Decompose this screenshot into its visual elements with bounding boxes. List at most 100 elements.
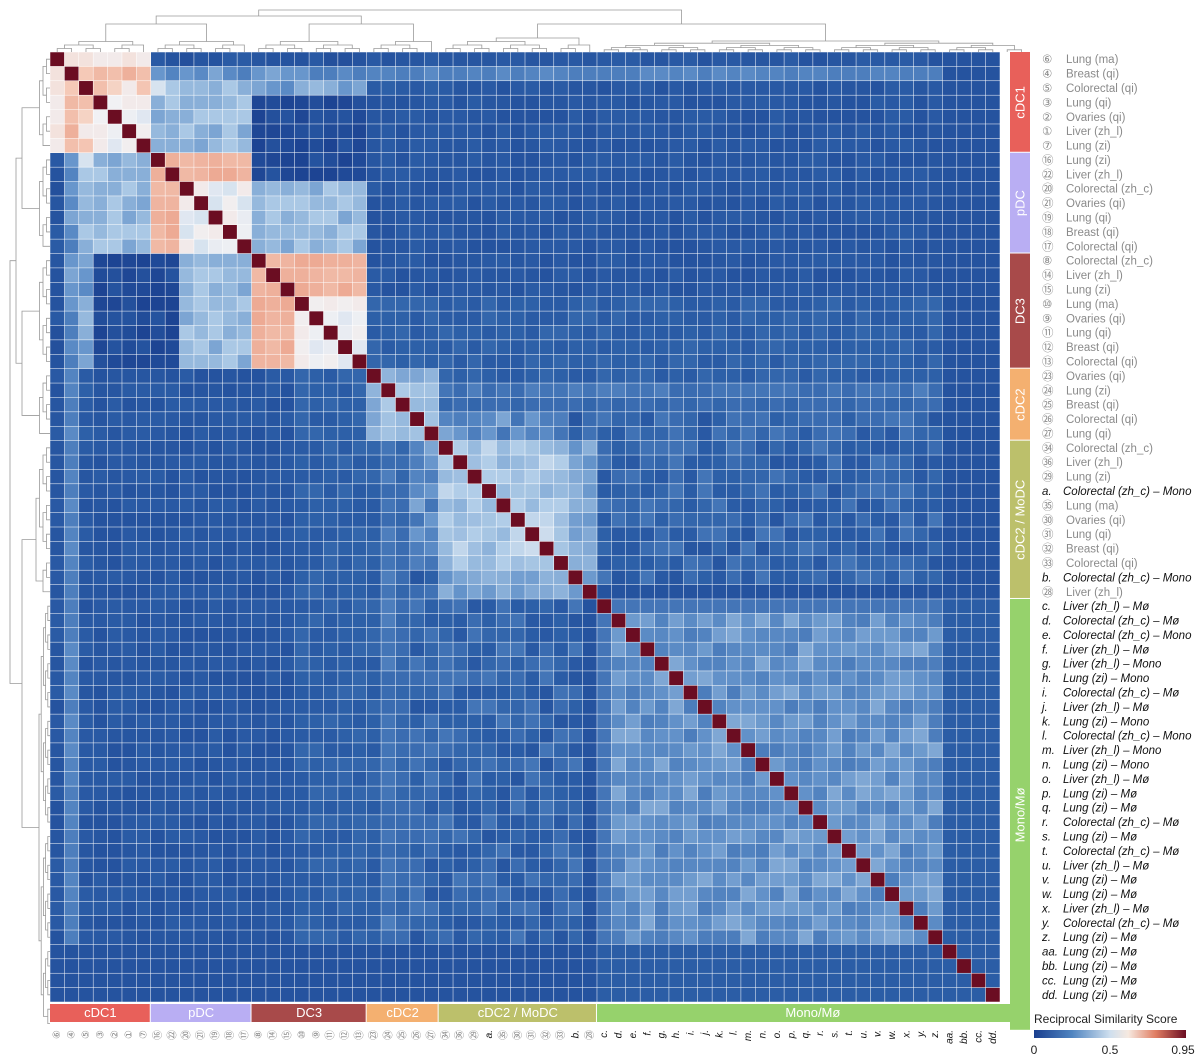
heatmap-cell bbox=[942, 282, 957, 297]
heatmap-cell bbox=[899, 469, 914, 484]
heatmap-cell bbox=[323, 383, 338, 398]
heatmap-cell bbox=[985, 52, 1000, 67]
heatmap-cell bbox=[323, 743, 338, 758]
heatmap-cell bbox=[496, 613, 511, 628]
heatmap-cell bbox=[554, 66, 568, 81]
heatmap-cell bbox=[338, 153, 353, 167]
heatmap-cell bbox=[237, 584, 252, 599]
heatmap-cell bbox=[726, 95, 741, 110]
heatmap-cell bbox=[726, 829, 741, 844]
heatmap-cell bbox=[165, 642, 180, 657]
heatmap-cell bbox=[496, 570, 511, 585]
heatmap-cell bbox=[985, 296, 1000, 311]
heatmap-cell bbox=[107, 440, 122, 455]
heatmap-cell bbox=[79, 613, 93, 628]
heatmap-cell bbox=[79, 901, 93, 916]
heatmap-cell bbox=[309, 959, 324, 973]
heatmap-cell bbox=[79, 311, 93, 326]
heatmap-cell bbox=[93, 340, 108, 355]
heatmap-cell bbox=[640, 325, 655, 340]
heatmap-cell bbox=[179, 570, 194, 585]
heatmap-cell bbox=[222, 872, 237, 887]
heatmap-cell bbox=[985, 340, 1000, 355]
heatmap-cell bbox=[50, 368, 65, 383]
heatmap-cell bbox=[352, 325, 367, 340]
heatmap-cell bbox=[64, 469, 79, 484]
heatmap-cell bbox=[395, 340, 410, 355]
heatmap-cell bbox=[870, 757, 885, 772]
heatmap-cell bbox=[985, 743, 1000, 758]
heatmap-cell bbox=[237, 95, 252, 110]
heatmap-cell bbox=[309, 699, 324, 714]
heatmap-cell bbox=[913, 52, 928, 67]
heatmap-cell bbox=[640, 167, 655, 182]
heatmap-cell bbox=[381, 239, 396, 254]
heatmap-cell bbox=[697, 671, 712, 686]
heatmap-cell bbox=[194, 642, 209, 657]
heatmap-cell bbox=[410, 296, 424, 311]
heatmap-cell bbox=[669, 671, 684, 686]
heatmap-cell bbox=[50, 239, 65, 254]
heatmap-cell bbox=[899, 109, 914, 124]
heatmap-cell bbox=[323, 455, 338, 470]
heatmap-cell bbox=[93, 124, 108, 139]
heatmap-cell bbox=[697, 81, 712, 95]
row-id: ① bbox=[1042, 126, 1052, 138]
column-group-label: Mono/Mø bbox=[785, 1005, 840, 1020]
heatmap-cell bbox=[482, 340, 496, 355]
heatmap-cell bbox=[266, 340, 281, 355]
heatmap-cell bbox=[856, 440, 871, 455]
row-id: ㉛ bbox=[1042, 528, 1054, 541]
heatmap-cell bbox=[755, 340, 770, 355]
heatmap-cell bbox=[280, 455, 295, 470]
heatmap-cell bbox=[208, 153, 223, 167]
heatmap-cell bbox=[928, 296, 943, 311]
heatmap-cell bbox=[640, 426, 655, 441]
heatmap-cell bbox=[496, 368, 511, 383]
heatmap-cell bbox=[107, 383, 122, 398]
heatmap-cell bbox=[626, 628, 640, 642]
heatmap-cell bbox=[482, 397, 496, 412]
column-label: w. bbox=[887, 1030, 898, 1039]
heatmap-cell bbox=[856, 181, 871, 196]
heatmap-cell bbox=[928, 771, 943, 786]
heatmap-cell bbox=[410, 95, 424, 110]
heatmap-cell bbox=[424, 124, 439, 139]
heatmap-cell bbox=[597, 66, 612, 81]
heatmap-cell bbox=[597, 858, 612, 873]
dendrogram-link bbox=[46, 404, 50, 420]
heatmap-cell bbox=[352, 743, 367, 758]
heatmap-cell bbox=[222, 685, 237, 700]
heatmap-cell bbox=[985, 354, 1000, 369]
heatmap-cell bbox=[525, 196, 540, 211]
dendrogram-link bbox=[39, 281, 43, 341]
heatmap-cell bbox=[798, 354, 813, 369]
heatmap-cell bbox=[568, 786, 583, 801]
heatmap-cell bbox=[266, 109, 281, 124]
heatmap-cell bbox=[712, 714, 727, 729]
heatmap-cell bbox=[697, 412, 712, 426]
heatmap-cell bbox=[726, 397, 741, 412]
heatmap-cell bbox=[510, 599, 525, 614]
heatmap-cell bbox=[410, 728, 424, 743]
heatmap-cell bbox=[165, 973, 180, 988]
heatmap-cell bbox=[482, 181, 496, 196]
row-id: ⑭ bbox=[1042, 269, 1054, 282]
heatmap-cell bbox=[366, 224, 381, 239]
heatmap-cell bbox=[957, 815, 971, 830]
heatmap-cell bbox=[683, 109, 698, 124]
heatmap-cell bbox=[79, 81, 93, 95]
heatmap-cell bbox=[107, 642, 122, 657]
heatmap-cell bbox=[151, 296, 165, 311]
dendrogram-link bbox=[258, 9, 682, 24]
heatmap-cell bbox=[136, 642, 151, 657]
heatmap-cell bbox=[107, 987, 122, 1002]
heatmap-cell bbox=[597, 512, 612, 527]
heatmap-cell bbox=[669, 743, 684, 758]
heatmap-cell bbox=[395, 296, 410, 311]
heatmap-cell bbox=[122, 124, 137, 139]
heatmap-cell bbox=[438, 915, 453, 930]
heatmap-cell bbox=[741, 671, 756, 686]
heatmap-cell bbox=[726, 455, 741, 470]
heatmap-cell bbox=[870, 52, 885, 67]
